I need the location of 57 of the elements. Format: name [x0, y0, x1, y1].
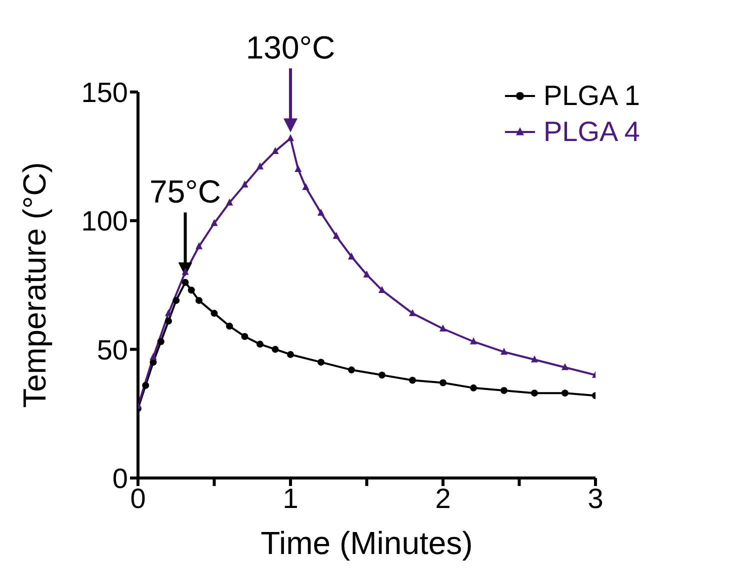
point [378, 286, 386, 293]
point [439, 324, 446, 332]
point [256, 162, 264, 170]
x-axis-title: Time (Minutes) [260, 525, 473, 561]
y-tick-label: 150 [81, 76, 128, 108]
point [142, 382, 150, 389]
point [439, 379, 446, 386]
point [348, 366, 355, 374]
point [150, 352, 157, 360]
point [332, 232, 340, 239]
point [226, 198, 233, 206]
point [241, 332, 248, 340]
point [196, 296, 202, 304]
point [165, 309, 172, 316]
point [363, 270, 370, 278]
point [530, 355, 538, 362]
legend-label: PLGA 4 [543, 115, 640, 149]
x-tick-label: 3 [588, 482, 604, 514]
point [408, 376, 416, 384]
point [470, 337, 477, 344]
point [302, 183, 310, 190]
point [348, 252, 355, 260]
annotation: 75°C [150, 173, 222, 210]
point [272, 146, 279, 154]
annotation: 130°C [246, 29, 336, 66]
point [172, 296, 180, 304]
point [286, 350, 294, 358]
point [210, 219, 218, 226]
point [256, 340, 264, 348]
point [196, 242, 202, 250]
point [286, 134, 294, 142]
point [294, 165, 302, 172]
point [530, 390, 538, 397]
point [165, 318, 172, 325]
y-tick-label: 50 [96, 334, 128, 366]
point [317, 208, 324, 216]
x-tick-label: 2 [435, 482, 451, 514]
point [500, 387, 508, 394]
y-tick-label: 0 [112, 462, 128, 494]
point [226, 322, 233, 330]
point [561, 363, 568, 370]
point [408, 309, 416, 316]
y-tick-label: 100 [81, 206, 128, 237]
point [188, 286, 195, 294]
legend-label: PLGA 1 [543, 79, 640, 113]
point [378, 372, 386, 379]
point [317, 358, 324, 366]
point [182, 278, 189, 286]
point [272, 346, 279, 353]
x-tick-label: 1 [282, 482, 298, 514]
point [241, 180, 248, 188]
point [561, 390, 568, 397]
point [157, 338, 164, 346]
point [210, 310, 218, 317]
y-axis-title: Temperature (°C) [16, 162, 52, 408]
point [500, 348, 508, 355]
point [470, 384, 477, 392]
